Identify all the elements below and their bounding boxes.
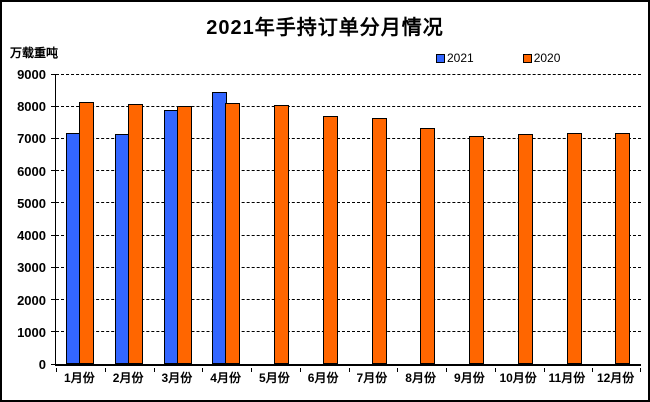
y-axis-label: 2000 xyxy=(17,292,46,308)
x-axis-label: 9月份 xyxy=(454,371,485,385)
y-axis-label: 0 xyxy=(38,357,46,372)
x-axis-label: 4月份 xyxy=(210,371,241,385)
gridline-9000 xyxy=(56,73,641,75)
x-axis-label: 7月份 xyxy=(356,371,388,385)
y-axis-tick xyxy=(51,105,55,107)
x-axis-tick xyxy=(446,368,447,372)
legend-item-2021: 2021 xyxy=(436,51,474,65)
bar-2020-6月份 xyxy=(322,115,338,364)
bar-2020-5月份 xyxy=(274,104,289,364)
x-axis-label: 3月份 xyxy=(161,371,193,385)
x-axis-tick xyxy=(592,368,594,372)
x-axis-tick xyxy=(153,368,155,372)
gridline-6000 xyxy=(56,170,641,172)
x-axis-tick xyxy=(397,368,399,372)
y-axis-tick xyxy=(51,331,55,333)
x-axis-tick xyxy=(348,368,350,372)
x-axis-tick xyxy=(494,368,496,372)
legend-swatch-2020 xyxy=(522,53,532,63)
legend-label-2020: 2020 xyxy=(533,51,561,65)
x-axis-tick xyxy=(56,368,57,372)
y-axis-label: 8000 xyxy=(17,99,46,115)
y-axis-tick xyxy=(51,363,55,365)
y-axis-label: 7000 xyxy=(17,131,46,147)
y-axis-label: 9000 xyxy=(17,67,46,82)
bar-2020-12月份 xyxy=(615,132,631,364)
x-axis-label: 11月份 xyxy=(548,371,586,385)
gridline-7000 xyxy=(56,137,641,139)
y-axis-tick xyxy=(51,266,55,268)
y-axis-label: 1000 xyxy=(17,324,46,340)
y-axis-label: 3000 xyxy=(17,260,46,276)
y-axis-tick xyxy=(51,137,55,139)
bar-2020-10月份 xyxy=(517,133,533,364)
x-axis-tick xyxy=(543,368,545,372)
y-axis-tick xyxy=(51,234,55,236)
gridline-2000 xyxy=(56,299,641,301)
plot-area xyxy=(51,73,641,372)
gridline-3000 xyxy=(56,266,641,268)
legend-swatch-2021 xyxy=(436,53,445,63)
x-axis-label: 2月份 xyxy=(112,371,144,385)
gridline-5000 xyxy=(56,202,641,204)
bar-2020-8月份 xyxy=(420,128,436,364)
x-axis-label: 10月份 xyxy=(499,371,537,385)
bar-2020-2月份 xyxy=(127,103,143,364)
x-axis-tick xyxy=(251,368,252,372)
bar-2020-11月份 xyxy=(566,133,582,364)
y-axis-label: 6000 xyxy=(17,163,46,179)
gridline-1000 xyxy=(56,331,641,333)
x-axis-label: 12月份 xyxy=(596,371,635,385)
y-axis-tick xyxy=(51,299,55,301)
y-axis-label: 4000 xyxy=(17,228,46,244)
y-axis-tick xyxy=(51,73,55,75)
legend-label-2021: 2021 xyxy=(447,51,474,65)
x-axis-label: 5月份 xyxy=(259,371,290,385)
y-axis-label: 5000 xyxy=(17,195,46,211)
bar-2020-3月份 xyxy=(176,105,192,364)
legend: 2021 2020 xyxy=(436,51,560,65)
y-axis-unit-label: 万载重吨 xyxy=(10,46,59,60)
chart-title: 2021年手持订单分月情况 xyxy=(206,17,444,39)
y-axis-tick xyxy=(51,202,55,204)
x-axis-tick xyxy=(640,368,641,372)
x-axis-tick xyxy=(299,368,301,372)
x-axis-label: 8月份 xyxy=(405,371,436,385)
bar-2020-7月份 xyxy=(371,118,387,364)
bar-2020-1月份 xyxy=(79,102,94,364)
bar-2020-4月份 xyxy=(225,103,241,364)
x-axis-label: 6月份 xyxy=(307,371,339,385)
x-axis-tick xyxy=(104,368,106,372)
gridline-4000 xyxy=(56,234,641,236)
legend-item-2020: 2020 xyxy=(522,51,561,65)
x-axis-tick xyxy=(202,368,204,372)
x-axis-label: 1月份 xyxy=(64,371,95,385)
gridline-8000 xyxy=(56,105,641,107)
y-axis-tick xyxy=(51,170,55,172)
bar-2020-9月份 xyxy=(469,136,484,364)
